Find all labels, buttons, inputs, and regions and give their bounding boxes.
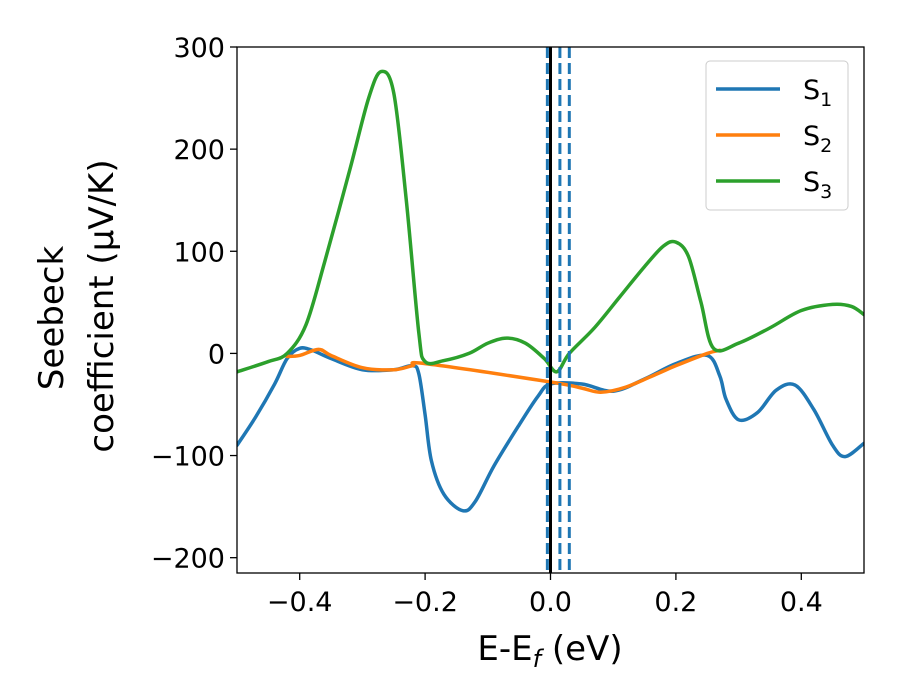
x-tick-label: 0.0 [529, 587, 572, 618]
vertical-markers [545, 47, 571, 573]
x-axis-ticks: −0.4 −0.2 0.0 0.2 0.4 [267, 573, 823, 618]
x-tick-label: −0.4 [267, 587, 333, 618]
y-axis-ticks: −200 −100 0 100 200 300 [151, 33, 237, 575]
series-line-s2 [285, 347, 722, 394]
y-axis-label-line1: Seebeck [32, 246, 72, 391]
x-tick-label: 0.2 [654, 587, 697, 618]
y-axis-label: Seebeck coefficient (μV/K) [32, 159, 122, 452]
x-axis-label: E-Ef (eV) [477, 629, 622, 673]
x-tick-label: 0.4 [780, 587, 823, 618]
series-layer [237, 69, 864, 513]
legend-label-s2: S2 [803, 121, 832, 157]
series-line-s1 [237, 346, 864, 513]
y-tick-label: 200 [173, 135, 225, 166]
legend-label-s1: S1 [803, 75, 832, 111]
y-tick-label: 0 [208, 339, 225, 370]
legend-label-s3: S3 [803, 167, 832, 203]
series-line-s3 [237, 69, 864, 374]
y-tick-label: −100 [151, 442, 225, 473]
y-tick-label: 100 [173, 237, 225, 268]
legend: S1 S2 S3 [705, 60, 849, 211]
x-tick-label: −0.2 [392, 587, 458, 618]
y-tick-label: 300 [173, 33, 225, 64]
y-tick-label: −200 [151, 544, 225, 575]
y-axis-label-line2: coefficient (μV/K) [82, 159, 122, 452]
